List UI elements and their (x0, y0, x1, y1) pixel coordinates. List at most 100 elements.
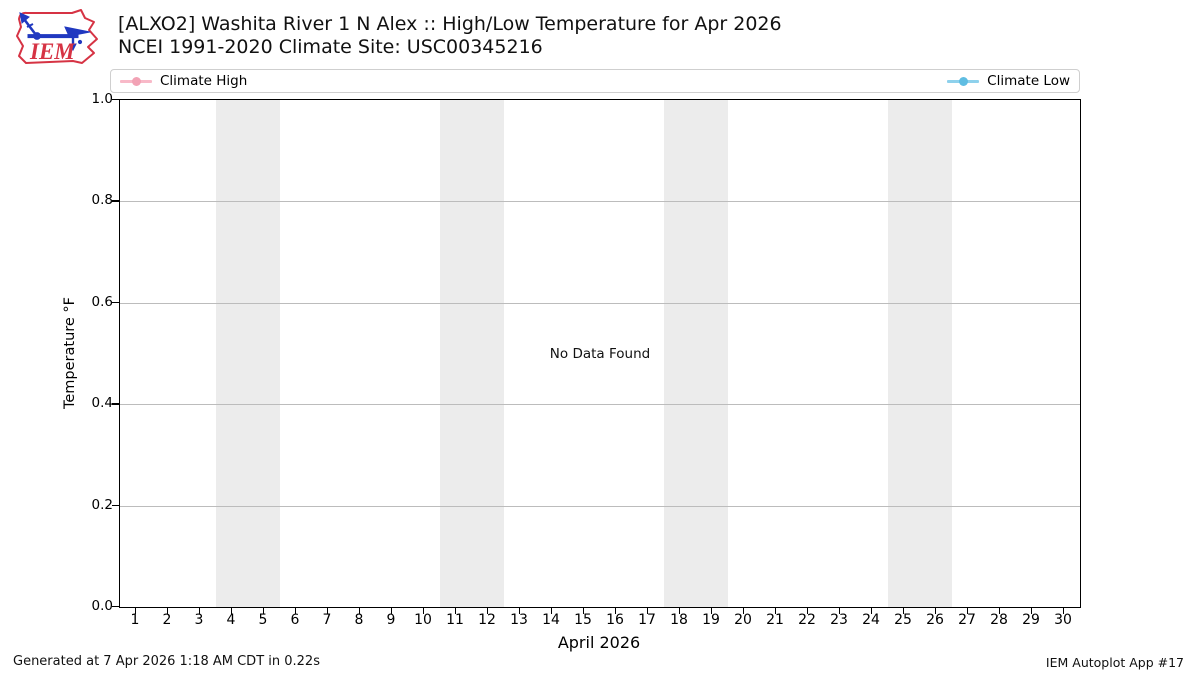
x-tick-label: 8 (354, 612, 364, 628)
x-tick-label: 15 (574, 612, 592, 628)
x-tick-label: 19 (702, 612, 720, 628)
x-tick-mark (583, 607, 585, 614)
x-tick-mark (743, 607, 745, 614)
x-tick-label: 27 (958, 612, 976, 628)
gridline (120, 404, 1080, 406)
x-tick-mark (711, 607, 713, 614)
iem-logo-graphic: IEM (16, 9, 98, 64)
x-tick-mark (455, 607, 457, 614)
legend-label: Climate Low (987, 73, 1070, 89)
x-tick-mark (775, 607, 777, 614)
y-tick-mark (112, 200, 119, 202)
x-tick-mark (807, 607, 809, 614)
x-tick-label: 29 (1022, 612, 1040, 628)
iem-logo-text: IEM (29, 39, 76, 64)
x-axis-label: April 2026 (557, 633, 641, 652)
x-tick-label: 26 (926, 612, 944, 628)
x-tick-label: 23 (830, 612, 848, 628)
x-tick-label: 12 (478, 612, 496, 628)
x-tick-label: 14 (542, 612, 560, 628)
weekend-band (216, 100, 280, 607)
x-tick-mark (327, 607, 329, 614)
y-tick-label: 0.0 (91, 598, 113, 614)
x-tick-mark (935, 607, 937, 614)
x-tick-label: 3 (194, 612, 204, 628)
x-tick-label: 6 (290, 612, 300, 628)
legend-marker-icon (947, 75, 980, 87)
y-tick-label: 0.6 (91, 293, 113, 310)
x-tick-label: 5 (258, 612, 268, 628)
x-tick-mark (263, 607, 265, 614)
x-tick-mark (1031, 607, 1033, 614)
x-tick-label: 10 (414, 612, 432, 628)
weekend-band (440, 100, 504, 607)
x-tick-mark (199, 607, 201, 614)
x-tick-mark (359, 607, 361, 614)
no-data-message: No Data Found (549, 345, 651, 362)
weather-vane-icon (19, 12, 91, 52)
iem-logo: IEM (10, 6, 110, 72)
x-tick-mark (135, 607, 137, 614)
x-axis-tick-labels: 1 2 3 4 5 6 7 8 9 10 11 12 13 14 15 16 17 18 19 20 21 22 23 24 2… (119, 612, 1079, 632)
y-tick-label: 0.2 (91, 496, 113, 513)
generated-timestamp: Generated at 7 Apr 2026 1:18 AM CDT in 0… (13, 654, 320, 669)
y-tick-mark (112, 301, 119, 304)
x-tick-label: 24 (862, 612, 880, 628)
x-tick-label: 2 (162, 612, 172, 628)
x-tick-mark (519, 607, 521, 614)
x-tick-mark (967, 607, 969, 614)
x-tick-mark (167, 607, 169, 614)
legend-dot-icon (131, 76, 141, 86)
x-tick-mark (999, 607, 1001, 614)
x-tick-label: 18 (670, 612, 688, 628)
legend-entry: Climate Low (947, 73, 1070, 89)
x-tick-label: 28 (990, 612, 1008, 628)
y-axis-label: Temperature °F (62, 296, 78, 410)
app-credit: IEM Autoplot App #17 (1045, 655, 1184, 670)
legend-label: Climate High (160, 73, 248, 89)
x-tick-mark (615, 607, 617, 614)
x-tick-label: 21 (766, 612, 784, 628)
x-tick-label: 4 (226, 612, 236, 628)
gridline (120, 201, 1080, 203)
x-tick-mark (295, 607, 297, 614)
x-axis-tick-marks (119, 607, 1079, 615)
x-tick-label: 30 (1054, 612, 1072, 628)
x-tick-mark (1063, 607, 1065, 614)
x-tick-mark (391, 607, 393, 614)
x-tick-label: 11 (446, 612, 464, 628)
y-tick-mark (112, 504, 119, 506)
x-tick-label: 1 (130, 612, 140, 628)
x-tick-label: 22 (798, 612, 816, 628)
x-tick-label: 25 (894, 612, 912, 628)
chart-title-block: [ALXO2] Washita River 1 N Alex :: High/L… (118, 13, 782, 59)
x-tick-mark (903, 607, 905, 614)
x-tick-label: 9 (386, 612, 396, 628)
legend-entry: Climate High (120, 73, 247, 89)
chart-legend: Climate High Climate Low (110, 69, 1080, 93)
y-tick-label: 0.8 (91, 192, 113, 209)
weekend-band (888, 100, 952, 607)
legend-dot-icon (958, 76, 968, 86)
x-tick-mark (839, 607, 841, 614)
weekend-band (664, 100, 728, 607)
y-tick-mark (112, 99, 119, 101)
x-tick-label: 7 (322, 612, 332, 628)
x-tick-mark (487, 607, 489, 614)
chart-title: [ALXO2] Washita River 1 N Alex :: High/L… (118, 13, 782, 35)
x-tick-mark (423, 607, 425, 614)
y-tick-mark (112, 606, 119, 608)
gridline (120, 505, 1080, 507)
y-axis-tick-labels: 0.0 0.2 0.4 0.6 0.8 1.0 (60, 91, 113, 614)
y-axis-tick-marks (112, 99, 119, 608)
gridline (120, 302, 1080, 304)
y-tick-label: 1.0 (91, 91, 113, 107)
chart-subtitle: NCEI 1991-2020 Climate Site: USC00345216 (118, 36, 543, 58)
y-tick-label: 0.4 (91, 395, 113, 412)
x-tick-label: 16 (606, 612, 624, 628)
x-tick-mark (231, 607, 233, 614)
x-tick-mark (551, 607, 553, 614)
x-tick-label: 17 (638, 612, 656, 628)
x-tick-mark (647, 607, 649, 614)
x-tick-mark (679, 607, 681, 614)
